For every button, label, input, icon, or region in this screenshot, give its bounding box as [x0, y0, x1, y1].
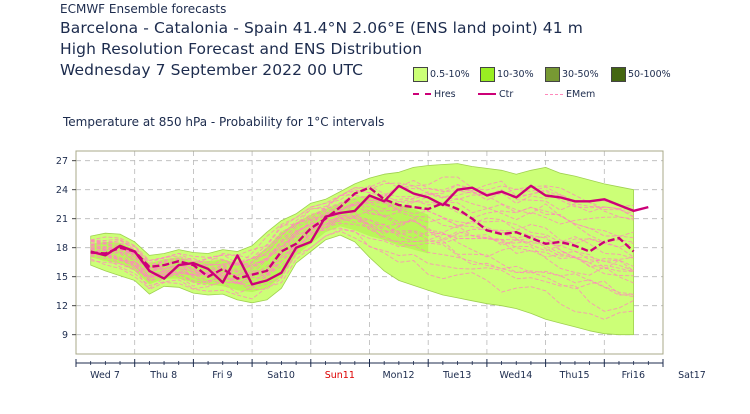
x-tick-label-2: Fri 9 — [212, 370, 232, 381]
y-tick-label-2: 15 — [56, 272, 68, 283]
legend-box-0: 0.5-10% — [413, 66, 470, 83]
ensemble-member-18 — [90, 215, 634, 285]
y-tick-label-6: 27 — [56, 156, 68, 167]
ensemble-member-21 — [90, 185, 634, 263]
legend-swatch-50-100 — [611, 67, 626, 82]
ensemble-member-10 — [90, 215, 634, 281]
ensemble-member-12 — [90, 227, 634, 298]
location-title: Barcelona - Catalonia - Spain 41.4°N 2.0… — [60, 19, 583, 37]
legend-label-emem: EMem — [566, 88, 596, 100]
ensemble-member-25 — [90, 198, 634, 283]
x-tick-label-7: Wed14 — [499, 370, 532, 381]
ensemble-member-22 — [90, 217, 634, 296]
legend-line-hres: Hres — [413, 87, 456, 101]
ensemble-member-13 — [90, 211, 634, 295]
y-tick-label-1: 12 — [56, 301, 68, 312]
base-time-title: Wednesday 7 September 2022 00 UTC — [60, 61, 364, 79]
x-tick-label-5: Mon12 — [382, 370, 414, 381]
legend-label-hres: Hres — [434, 88, 456, 100]
chart-title: Temperature at 850 hPa - Probability for… — [63, 115, 385, 129]
legend-swatch-10-30 — [480, 67, 495, 82]
legend-box-3: 50-100% — [611, 66, 671, 83]
legend-swatch-30-50 — [545, 67, 560, 82]
legend-stroke-ctr — [478, 93, 496, 95]
product-heading: ECMWF Ensemble forecasts — [60, 2, 227, 16]
y-tick-label-0: 9 — [62, 330, 68, 341]
ensemble-member-20 — [90, 201, 634, 277]
y-tick-label-4: 21 — [56, 214, 68, 225]
legend-label-ctr: Ctr — [499, 88, 514, 100]
ensemble-member-17 — [90, 194, 634, 274]
legend-label-0-10: 0.5-10% — [430, 69, 470, 80]
series-line-ctr — [90, 184, 649, 286]
legend-swatch-0-10 — [413, 67, 428, 82]
legend-stroke-hres — [413, 93, 431, 95]
x-tick-label-6: Tue13 — [442, 370, 471, 381]
ensemble-member-8 — [90, 219, 634, 288]
legend-label-30-50: 30-50% — [562, 69, 599, 80]
plot-frame — [75, 150, 664, 355]
ensemble-member-5 — [90, 176, 634, 266]
ensemble-member-4 — [90, 204, 634, 277]
y-tick-label-5: 24 — [56, 185, 68, 196]
legend-line-emem: EMem — [545, 87, 595, 101]
x-tick-label-8: Thu15 — [559, 370, 590, 381]
forecast-type-title: High Resolution Forecast and ENS Distrib… — [60, 40, 423, 58]
legend-line-ctr: Ctr — [478, 87, 513, 101]
legend-box-2: 30-50% — [545, 66, 599, 83]
x-tick-label-9: Fri16 — [622, 370, 645, 381]
ensemble-member-23 — [90, 230, 634, 320]
x-tick-label-1: Thu 8 — [149, 370, 177, 381]
ensemble-member-6 — [90, 182, 634, 271]
envelope-0-10 — [90, 163, 634, 336]
x-tick-label-4: Sun11 — [325, 370, 355, 381]
legend-label-10-30: 10-30% — [497, 69, 534, 80]
legend-stroke-emem — [545, 93, 563, 95]
x-tick-label-10: Sat17 — [678, 370, 706, 381]
x-tick-label-3: Sat10 — [267, 370, 295, 381]
legend-label-50-100: 50-100% — [628, 69, 671, 80]
series-line-hres — [90, 186, 635, 280]
y-tick-label-3: 18 — [56, 243, 68, 254]
legend-box-1: 10-30% — [480, 66, 534, 83]
x-tick-label-0: Wed 7 — [90, 370, 120, 381]
